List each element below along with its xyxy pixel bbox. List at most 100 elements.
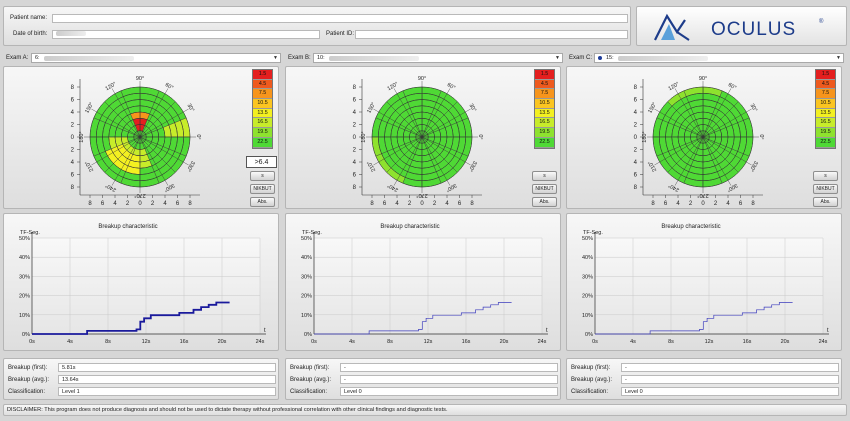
classification-row: Classification: Level 1 [8, 386, 276, 397]
unit-s-button[interactable]: s [250, 171, 275, 181]
breakup-summary-panel: Breakup (first): 5.81s Breakup (avg.): 13.6… [3, 358, 279, 400]
chart-x-label: t [264, 328, 266, 334]
breakup-line [595, 302, 793, 335]
y-axis-tick: 4 [353, 110, 357, 116]
chevron-down-icon[interactable]: ▼ [836, 55, 841, 61]
scale-step: 16.5 [253, 118, 272, 129]
x-tick-label: 0s [29, 339, 35, 345]
breakup-avg-label: Breakup (avg.): [571, 376, 613, 383]
chart-title: Breakup characteristic [380, 224, 439, 230]
breakup-first-row: Breakup (first): - [571, 362, 839, 373]
x-axis-tick: 4 [113, 201, 117, 207]
y-tick-label: 20% [301, 294, 312, 300]
exam-select[interactable]: 10: ▼ [313, 53, 563, 63]
y-tick-label: 20% [19, 294, 30, 300]
polar-angle-label: 180° [79, 131, 85, 142]
tear-map-panel: 90°60°30°0°330°300°270°240°210°180°150°1… [3, 66, 279, 209]
breakup-line [314, 302, 512, 335]
x-tick-label: 24s [819, 339, 828, 345]
x-axis-tick: 8 [370, 201, 374, 207]
x-axis-tick: 4 [163, 201, 167, 207]
patient-id-field[interactable] [355, 30, 628, 39]
polar-angle-label: 150° [366, 102, 377, 115]
chevron-down-icon[interactable]: ▼ [555, 55, 560, 61]
patient-name-field[interactable] [52, 14, 628, 23]
scale-step: 22.5 [816, 137, 835, 148]
breakup-avg-row: Breakup (avg.): 13.64s [8, 374, 276, 385]
y-axis-tick: 6 [634, 98, 638, 104]
scale-step: 13.5 [535, 108, 554, 119]
breakup-avg-row: Breakup (avg.): - [571, 374, 839, 385]
abs-button[interactable]: Abs. [813, 197, 838, 207]
scale-step: 4.5 [253, 79, 272, 90]
classification-value: Level 0 [340, 387, 558, 396]
scale-step: 10.5 [816, 99, 835, 109]
unit-s-button[interactable]: s [532, 171, 557, 181]
y-axis-tick: 6 [353, 173, 357, 179]
y-tick-label: 0% [304, 332, 312, 338]
dob-redacted [56, 31, 86, 36]
y-axis-tick: 2 [634, 123, 638, 129]
y-tick-label: 40% [19, 255, 30, 261]
y-axis-tick: 4 [353, 160, 357, 166]
y-axis-tick: 6 [353, 98, 357, 104]
x-axis-tick: 4 [395, 201, 399, 207]
chevron-down-icon[interactable]: ▼ [273, 55, 278, 61]
dob-label: Date of birth: [13, 31, 48, 37]
y-axis-tick: 6 [71, 98, 75, 104]
y-tick-label: 50% [19, 236, 30, 242]
polar-angle-label: 90° [418, 76, 426, 82]
x-axis-tick: 8 [751, 201, 755, 207]
breakup-summary-panel: Breakup (first): - Breakup (avg.): - Classif… [285, 358, 561, 400]
x-tick-label: 4s [630, 339, 636, 345]
exam-select[interactable]: 6: ▼ [31, 53, 281, 63]
x-axis-tick: 6 [383, 201, 387, 207]
y-axis-tick: 8 [353, 185, 357, 191]
x-tick-label: 16s [180, 339, 189, 345]
y-axis-tick: 8 [634, 185, 638, 191]
exam-select[interactable]: 15: ▼ [594, 53, 844, 63]
polar-angle-label: 180° [361, 131, 367, 142]
scale-step: 7.5 [816, 89, 835, 100]
polar-angle-label: 30° [468, 103, 477, 113]
polar-map: 90°60°30°0°330°300°270°240°210°180°150°1… [634, 76, 764, 207]
chart-y-label: TF-Seg. [583, 230, 603, 236]
polar-angle-label: 120° [668, 81, 681, 92]
scale-step: 16.5 [816, 118, 835, 129]
dob-field[interactable] [52, 30, 320, 39]
classification-value: Level 1 [58, 387, 276, 396]
breakup-line [32, 301, 230, 335]
y-tick-label: 10% [582, 313, 593, 319]
color-scale-legend: 1.5 4.5 7.5 10.5 13.5 16.5 19.5 22.5 [534, 69, 555, 149]
nikbut-button[interactable]: NIKBUT [250, 184, 275, 194]
nikbut-button[interactable]: NIKBUT [813, 184, 838, 194]
chart-y-label: TF-Seg. [302, 230, 322, 236]
abs-button[interactable]: Abs. [250, 197, 275, 207]
polar-angle-label: 60° [446, 82, 456, 91]
scale-step: 7.5 [253, 89, 272, 100]
abs-button[interactable]: Abs. [532, 197, 557, 207]
y-axis-tick: 6 [634, 173, 638, 179]
scale-step: 13.5 [816, 108, 835, 119]
polar-angle-label: 60° [727, 82, 737, 91]
y-axis-tick: 0 [353, 135, 357, 141]
breakup-first-row: Breakup (first): 5.81s [8, 362, 276, 373]
chart-x-label: t [546, 328, 548, 334]
y-axis-tick: 4 [71, 160, 75, 166]
x-tick-label: 20s [781, 339, 790, 345]
polar-angle-label: 240° [668, 182, 681, 193]
x-tick-label: 16s [743, 339, 752, 345]
x-axis-tick: 6 [664, 201, 668, 207]
scale-step: 22.5 [253, 137, 272, 148]
unit-s-button[interactable]: s [813, 171, 838, 181]
tear-map-panel: 90°60°30°0°330°300°270°240°210°180°150°1… [285, 66, 561, 209]
y-axis-tick: 4 [634, 110, 638, 116]
y-tick-label: 30% [301, 274, 312, 280]
y-axis-tick: 6 [71, 173, 75, 179]
x-tick-label: 0s [311, 339, 317, 345]
x-tick-label: 0s [592, 339, 598, 345]
exam-label: Exam B: [288, 55, 311, 61]
breakup-first-value: 5.81s [58, 363, 276, 372]
nikbut-button[interactable]: NIKBUT [532, 184, 557, 194]
polar-angle-label: 150° [84, 102, 95, 115]
